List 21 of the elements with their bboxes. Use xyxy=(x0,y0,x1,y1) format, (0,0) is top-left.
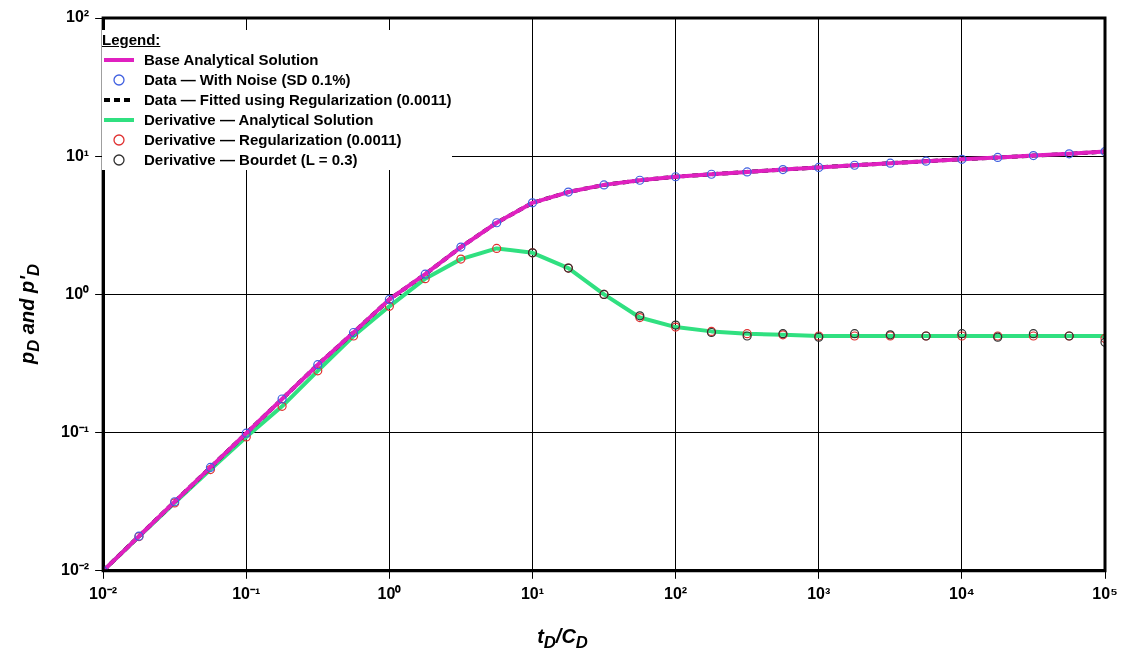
legend-label: Derivative — Analytical Solution xyxy=(144,110,374,130)
x-axis-title: t$_{D}$/C$_{D}$ xyxy=(536,625,589,653)
x-tick-label: 10³ xyxy=(807,584,831,602)
legend-label: Derivative — Regularization (0.0011) xyxy=(144,130,402,150)
y-tick-label: 10¹ xyxy=(66,146,90,164)
legend-label: Base Analytical Solution xyxy=(144,50,319,70)
x-tick-label: 10⁰ xyxy=(377,584,402,602)
x-tick-label: 10⁻¹ xyxy=(232,584,261,602)
y-tick-label: 10⁰ xyxy=(65,284,90,302)
legend-label: Derivative — Bourdet (L = 0.3) xyxy=(144,150,358,170)
y-tick-label: 10² xyxy=(66,8,90,26)
legend-label: Data — With Noise (SD 0.1%) xyxy=(144,70,351,90)
x-tick-label: 10¹ xyxy=(520,584,545,602)
y-tick-label: 10⁻¹ xyxy=(61,423,90,441)
x-tick-label: 10⁴ xyxy=(949,584,975,602)
x-tick-label: 10⁻² xyxy=(89,584,118,602)
y-tick-label: 10⁻² xyxy=(61,561,90,579)
x-tick-label: 10⁵ xyxy=(1092,584,1118,602)
legend-title: Legend: xyxy=(102,30,162,50)
x-tick-label: 10² xyxy=(664,584,688,602)
legend-label: Data — Fitted using Regularization (0.0011) xyxy=(144,90,452,110)
